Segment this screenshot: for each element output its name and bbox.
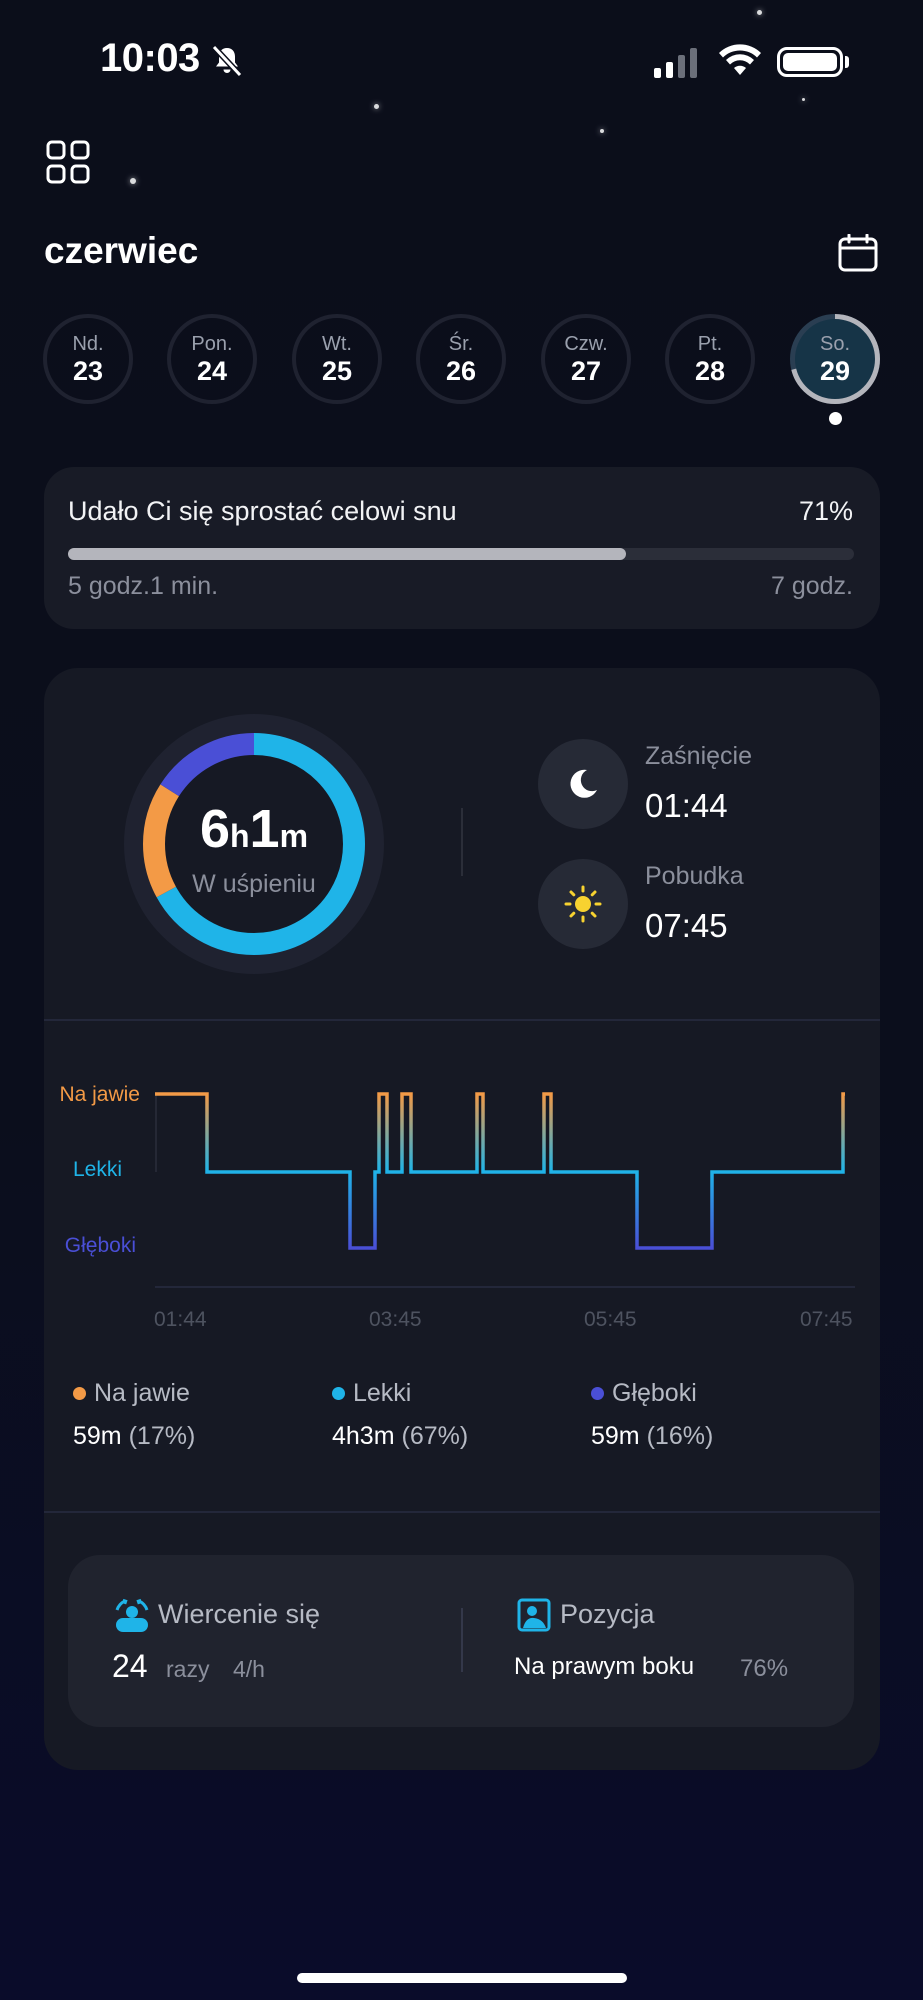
position-percent: 76% xyxy=(740,1655,789,1682)
time-tick: 05:45 xyxy=(584,1308,637,1331)
grid-menu-icon[interactable] xyxy=(46,140,90,184)
day-name: Śr. xyxy=(448,333,474,355)
divider xyxy=(461,808,463,876)
sun-icon-circle xyxy=(538,859,628,949)
wake-time: 07:45 xyxy=(645,907,728,944)
sleep-duration: 6h1m xyxy=(199,799,309,859)
day-name: Pt. xyxy=(697,333,723,355)
home-indicator[interactable] xyxy=(297,1973,627,1983)
battery-tip xyxy=(845,56,849,68)
legend-value-awake: 59m (17%) xyxy=(73,1422,196,1450)
day-date: 24 xyxy=(196,356,228,386)
day-date: 23 xyxy=(72,356,104,386)
fell-asleep-time: 01:44 xyxy=(645,787,728,824)
tossing-count: 24 xyxy=(112,1648,148,1684)
day-button[interactable]: Nd. 23 xyxy=(43,314,133,404)
day-button[interactable]: Pon. 24 xyxy=(167,314,257,404)
day-date: 27 xyxy=(570,356,602,386)
goal-target: 7 godz. xyxy=(770,572,853,600)
day-button[interactable]: Wt. 25 xyxy=(292,314,382,404)
sleep-stages-donut xyxy=(124,714,384,974)
legend-value-light: 4h3m (67%) xyxy=(332,1422,469,1450)
position-icon xyxy=(517,1598,551,1632)
donut-segment xyxy=(143,733,365,955)
day-button[interactable]: Pt. 28 xyxy=(665,314,755,404)
position-title: Pozycja xyxy=(560,1599,655,1629)
goal-percent: 71% xyxy=(798,496,853,526)
day-date: 25 xyxy=(321,356,353,386)
month-title: czerwiec xyxy=(44,230,199,271)
tossing-title: Wiercenie się xyxy=(158,1599,321,1629)
legend-name-deep: Głęboki xyxy=(612,1379,697,1407)
goal-progress-fill xyxy=(68,548,626,560)
stage-label-awake: Na jawie xyxy=(59,1083,140,1106)
donut-segment xyxy=(143,733,365,955)
tossing-unit: razy xyxy=(166,1656,210,1682)
time-tick: 01:44 xyxy=(154,1308,207,1331)
star xyxy=(802,98,805,101)
legend-value-deep: 59m (16%) xyxy=(591,1422,714,1450)
star xyxy=(600,129,604,133)
day-date: 26 xyxy=(445,356,477,386)
hypnogram-chart xyxy=(155,1092,845,1250)
sleep-duration-label: W uśpieniu xyxy=(192,870,316,898)
day-name: Wt. xyxy=(322,333,352,355)
star xyxy=(374,104,379,109)
stage-label-deep: Głęboki xyxy=(64,1234,136,1257)
wake-label: Pobudka xyxy=(645,862,744,890)
signal-icon xyxy=(654,48,704,78)
tossing-icon xyxy=(115,1598,149,1632)
day-name: Nd. xyxy=(72,333,104,355)
legend-dot-light xyxy=(332,1387,345,1400)
calendar-icon[interactable] xyxy=(838,234,878,272)
stage-label-light: Lekki xyxy=(72,1158,122,1181)
bell-muted-icon xyxy=(211,44,243,78)
legend-dot-deep xyxy=(591,1387,604,1400)
chart-baseline xyxy=(155,1286,855,1288)
legend-name-awake: Na jawie xyxy=(94,1379,190,1407)
day-button-selected[interactable]: So. 29 xyxy=(790,314,880,404)
day-goal-ring xyxy=(790,314,880,404)
day-name: Czw. xyxy=(564,333,608,355)
divider xyxy=(44,1019,880,1021)
legend-dot-awake xyxy=(73,1387,86,1400)
day-button[interactable]: Czw. 27 xyxy=(541,314,631,404)
position-value: Na prawym boku xyxy=(514,1653,695,1680)
goal-text: Udało Ci się sprostać celowi snu xyxy=(68,496,457,526)
day-name: So. xyxy=(819,333,851,355)
divider xyxy=(461,1608,463,1672)
time-tick: 07:45 xyxy=(800,1308,853,1331)
fell-asleep-label: Zaśnięcie xyxy=(645,742,752,770)
star xyxy=(130,178,136,184)
battery-icon xyxy=(777,47,843,77)
moon-icon xyxy=(570,769,597,798)
goal-actual: 5 godz.1 min. xyxy=(68,572,219,600)
divider xyxy=(44,1511,880,1513)
sun-icon xyxy=(564,885,602,923)
star xyxy=(757,10,762,15)
moon-icon-circle xyxy=(538,739,628,829)
day-name: Pon. xyxy=(191,333,233,355)
legend-name-light: Lekki xyxy=(353,1379,412,1407)
wifi-icon xyxy=(719,44,761,75)
day-date: 29 xyxy=(819,356,851,386)
tossing-rate: 4/h xyxy=(233,1656,265,1682)
selected-day-indicator xyxy=(829,412,842,425)
day-button[interactable]: Śr. 26 xyxy=(416,314,506,404)
time-tick: 03:45 xyxy=(369,1308,422,1331)
status-time: 10:03 xyxy=(100,36,200,80)
day-date: 28 xyxy=(694,356,726,386)
